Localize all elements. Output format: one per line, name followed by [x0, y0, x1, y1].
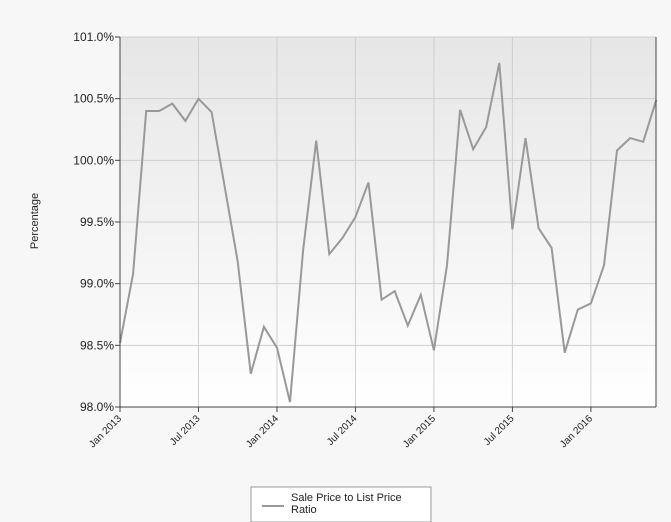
legend-label: Sale Price to List Price Ratio — [291, 492, 405, 516]
series-layer — [119, 62, 658, 403]
legend: Sale Price to List Price Ratio — [250, 486, 432, 522]
legend-box — [250, 486, 432, 522]
series-line — [119, 62, 658, 403]
y-tick-label: 99.0% — [80, 277, 114, 291]
y-tick-label: 100.0% — [73, 153, 114, 167]
y-tick-label: 98.5% — [80, 338, 114, 352]
y-axis-label: Percentage — [29, 193, 41, 249]
y-tick-label: 99.5% — [80, 215, 114, 229]
y-tick-label: 101.0% — [73, 30, 114, 44]
y-tick-label: 98.0% — [80, 400, 114, 414]
y-tick-label: 100.5% — [73, 92, 114, 106]
